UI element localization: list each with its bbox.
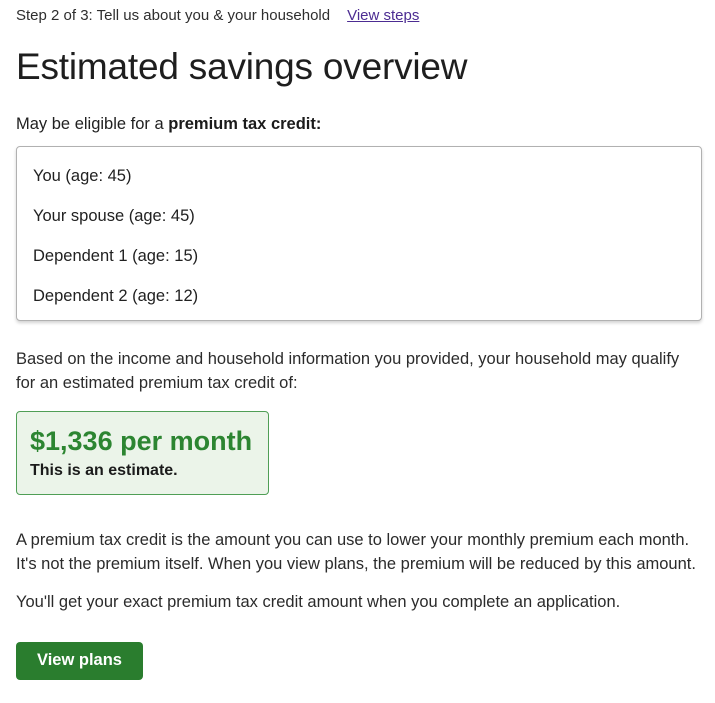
estimate-note: This is an estimate. bbox=[30, 462, 178, 479]
eligibility-prefix: May be eligible for a bbox=[16, 115, 169, 133]
eligibility-line: May be eligible for a premium tax credit… bbox=[16, 115, 702, 134]
eligibility-credit-type: premium tax credit: bbox=[168, 115, 322, 133]
step-indicator-label: Step 2 of 3: Tell us about you & your ho… bbox=[16, 7, 331, 24]
household-members-card: You (age: 45) Your spouse (age: 45) Depe… bbox=[16, 146, 702, 321]
estimate-amount: $1,336 per month bbox=[30, 426, 253, 456]
view-plans-button[interactable]: View plans bbox=[16, 642, 143, 680]
estimate-box: $1,336 per month This is an estimate. bbox=[16, 411, 270, 495]
household-member-spouse: Your spouse (age: 45) bbox=[33, 207, 195, 225]
exact-amount-paragraph: You'll get your exact premium tax credit… bbox=[16, 593, 621, 611]
credit-intro-paragraph: Based on the income and household inform… bbox=[16, 350, 680, 392]
view-steps-link[interactable]: View steps bbox=[347, 7, 420, 24]
household-member-you: You (age: 45) bbox=[33, 167, 132, 185]
credit-explanation-paragraph: A premium tax credit is the amount you c… bbox=[16, 531, 696, 573]
page-title: Estimated savings overview bbox=[16, 46, 468, 87]
household-member-dependent-1: Dependent 1 (age: 15) bbox=[33, 247, 199, 265]
household-member-dependent-2: Dependent 2 (age: 12) bbox=[33, 287, 199, 305]
step-indicator-row: Step 2 of 3: Tell us about you & your ho… bbox=[16, 7, 702, 25]
